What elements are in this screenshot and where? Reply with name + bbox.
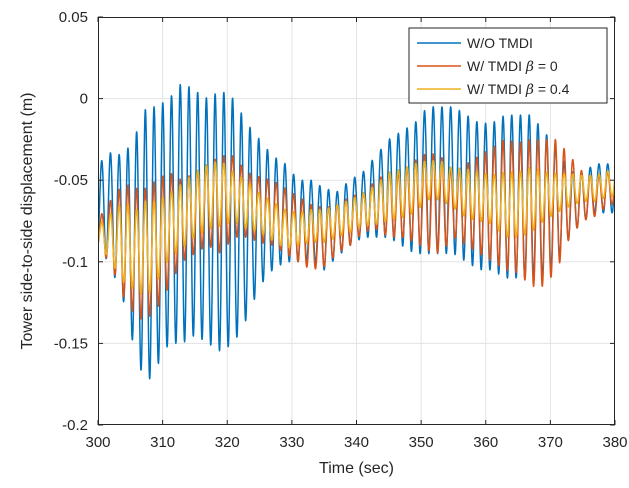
series-line-3 — [98, 159, 615, 295]
series-layer — [98, 83, 615, 380]
x-axis-label: Time (sec) — [319, 460, 394, 477]
legend-entry: W/ TMDI β = 0.4 — [467, 81, 570, 98]
y-tick-label: -0.15 — [54, 335, 88, 352]
legend-entry: W/O TMDI — [467, 35, 533, 51]
x-tick-label: 380 — [602, 434, 627, 451]
ticks — [97, 16, 616, 426]
y-tick-label: 0.05 — [59, 9, 88, 26]
x-tick-label: 300 — [85, 434, 110, 451]
y-tick-label: -0.05 — [54, 172, 88, 189]
x-tick-label: 330 — [279, 434, 304, 451]
x-tick-label: 340 — [344, 434, 369, 451]
x-tick-label: 360 — [473, 434, 498, 451]
x-tick-label: 370 — [538, 434, 563, 451]
y-tick-label: -0.1 — [62, 254, 88, 271]
x-tick-label: 310 — [150, 434, 175, 451]
x-tick-label: 320 — [215, 434, 240, 451]
y-axis-label: Tower side-to-side displacement (m) — [19, 93, 36, 350]
series-line-1 — [98, 83, 615, 380]
x-tick-label: 350 — [409, 434, 434, 451]
legend: W/O TMDI W/ TMDI β = 0 W/ TMDI β = 0.4 — [408, 27, 608, 104]
y-tick-label: 0 — [80, 91, 88, 108]
legend-entry: W/ TMDI β = 0 — [467, 58, 558, 75]
y-tick-label: -0.2 — [62, 417, 88, 434]
tick-labels: 300 310 320 330 340 350 360 370 380 -0.2 -0.15 -0.1… — [54, 9, 628, 451]
